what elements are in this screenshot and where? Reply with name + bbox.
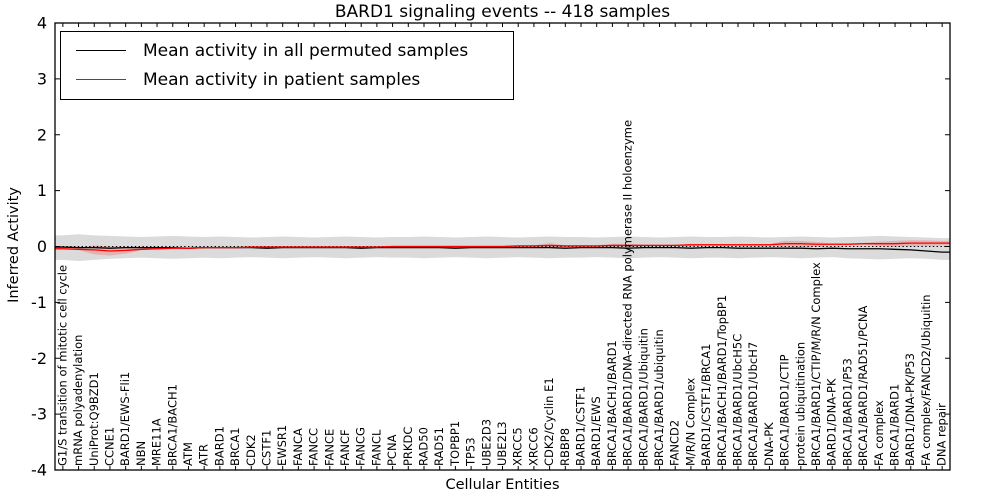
x-category-label: UniProt:Q9BZD1 <box>87 372 101 466</box>
x-category-label: CDK2 <box>244 434 258 466</box>
x-category-label: FANCC <box>307 428 321 466</box>
x-category-label: DNA repair <box>935 403 949 466</box>
x-category-label: FANCG <box>354 427 368 466</box>
x-category-label: NBN <box>134 441 148 466</box>
x-category-label: XRCC5 <box>511 427 525 466</box>
x-category-label: BARD1/CSTF1 <box>574 386 588 466</box>
y-tick-label: -4 <box>31 461 47 480</box>
y-tick-label: -1 <box>31 293 47 312</box>
x-category-label: PCNA <box>385 434 399 466</box>
x-category-label: BRCA1/BARD1/CTIP/M/R/N Complex <box>809 262 823 466</box>
x-category-label: BRCA1 <box>228 427 242 466</box>
x-category-label: BRCA1/BARD1/CTIP <box>778 354 792 466</box>
x-category-label: RAD51 <box>432 427 446 466</box>
x-category-label: UBE2L3 <box>495 421 509 466</box>
x-category-label: BARD1/EWS-Fli1 <box>118 372 132 466</box>
x-category-label: G1/S transition of mitotic cell cycle <box>55 265 69 466</box>
x-category-label: BRCA1/BARD1/UbcH5C <box>731 334 745 466</box>
legend-label-permuted: Mean activity in all permuted samples <box>143 40 469 61</box>
y-axis-title: Inferred Activity <box>6 187 22 303</box>
x-category-label: TP53 <box>464 437 478 467</box>
x-category-label: RBBP8 <box>558 428 572 466</box>
x-category-label: mRNA polyadenylation <box>71 335 85 466</box>
x-category-label: BRCA1/BARD1/ubiquitin <box>652 329 666 466</box>
chart-title: BARD1 signaling events -- 418 samples <box>334 2 671 22</box>
y-tick-label: 0 <box>37 237 47 256</box>
legend-row-patient: Mean activity in patient samples <box>61 65 513 94</box>
x-category-label: FANCA <box>291 428 305 466</box>
x-category-label: MRE11A <box>150 418 164 466</box>
x-category-label: FANCE <box>322 429 336 466</box>
x-category-label: FANCL <box>369 429 383 466</box>
y-tick-label: 4 <box>37 14 47 33</box>
x-category-label: BARD1 <box>212 426 226 466</box>
x-category-label: CCNE1 <box>102 427 116 466</box>
x-category-label: FA complex <box>872 400 886 466</box>
x-axis-title: Cellular Entities <box>445 477 560 493</box>
y-tick-label: -2 <box>31 349 47 368</box>
x-category-label: UBE2D3 <box>479 419 493 466</box>
x-category-label: XRCC6 <box>526 427 540 466</box>
legend: Mean activity in all permuted samples Me… <box>60 31 514 100</box>
x-category-label: BARD1/DNA-PK/P53 <box>903 353 917 466</box>
x-category-label: BARD1/DNA-PK <box>825 378 839 466</box>
x-category-label: RAD50 <box>416 427 430 466</box>
x-category-label: FANCF <box>338 429 352 466</box>
x-category-label: protein ubiquitination <box>793 342 807 466</box>
x-category-label: TOPBP1 <box>448 421 462 467</box>
x-category-label: BRCA1/BACH1 <box>165 384 179 466</box>
legend-label-patient: Mean activity in patient samples <box>143 69 421 90</box>
legend-line-swatch-red <box>76 79 126 80</box>
x-category-label: BRCA1/BACH1/BARD1 <box>605 340 619 466</box>
x-category-label: M/R/N Complex <box>683 377 697 466</box>
x-category-label: BARD1/EWS <box>589 396 603 466</box>
x-category-label: BRCA1/BARD1/UbcH7 <box>746 342 760 466</box>
x-category-label: BRCA1/BARD1/DNA-directed RNA polymerase … <box>621 120 635 466</box>
x-category-label: FANCD2 <box>668 420 682 466</box>
patient-samples-range-band <box>55 240 950 256</box>
x-category-label: PRKDC <box>401 427 415 466</box>
x-category-label: BRCA1/BACH1/BARD1/TopBP1 <box>715 295 729 466</box>
x-category-label: ATR <box>197 444 211 466</box>
x-category-label: BRCA1/BARD1 <box>888 384 902 466</box>
legend-line-swatch-black <box>76 50 126 51</box>
legend-row-permuted: Mean activity in all permuted samples <box>61 36 513 65</box>
x-category-label: EWSR1 <box>275 425 289 466</box>
patient-mean-line <box>55 242 950 252</box>
x-category-label: DNA-PK <box>762 422 776 466</box>
x-category-label: FA complex/FANCD2/Ubiquitin <box>919 295 933 466</box>
y-tick-label: 1 <box>37 181 47 200</box>
x-category-label: CSTF1 <box>259 430 273 466</box>
x-category-label: BRCA1/BARD1/Ubiquitin <box>636 328 650 466</box>
y-tick-label: -3 <box>31 405 47 424</box>
x-category-label: BARD1/CSTF1/BRCA1 <box>699 344 713 466</box>
x-category-label: ATM <box>181 442 195 466</box>
x-category-label: BRCA1/BARD1/RAD51/PCNA <box>856 305 870 466</box>
x-category-label: CDK2/Cyclin E1 <box>542 377 556 466</box>
y-tick-label: 2 <box>37 125 47 144</box>
x-category-label: BRCA1/BARD1/P53 <box>840 358 854 466</box>
y-tick-label: 3 <box>37 69 47 88</box>
